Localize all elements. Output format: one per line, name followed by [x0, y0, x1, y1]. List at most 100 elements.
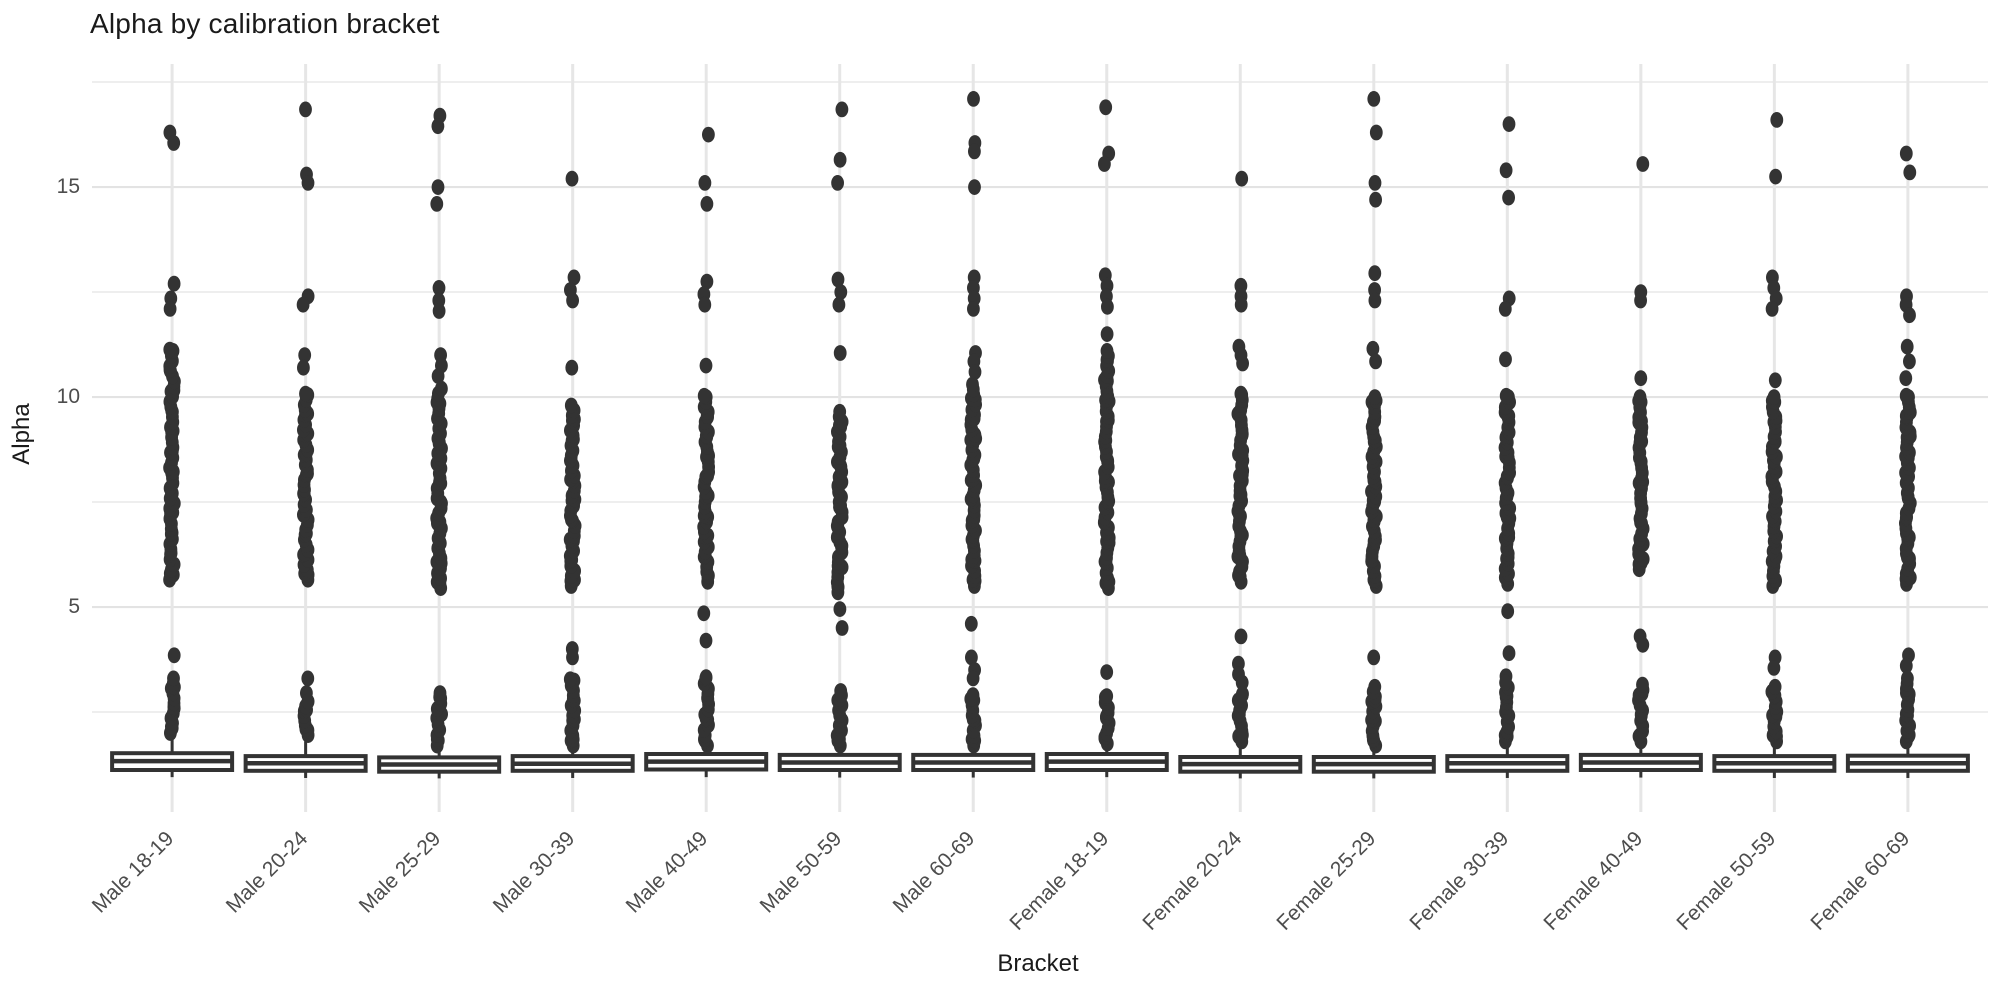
outlier-point — [1100, 664, 1114, 680]
outlier-point — [1499, 351, 1512, 368]
outlier-point — [832, 296, 846, 313]
outlier-point — [1634, 292, 1647, 309]
outlier-point — [1502, 645, 1516, 662]
outlier-point — [1100, 326, 1114, 342]
outlier-point — [1366, 340, 1380, 357]
outlier-point — [430, 196, 444, 212]
outlier-point — [163, 341, 177, 358]
outlier-point — [565, 170, 579, 187]
outlier-point — [1368, 292, 1382, 309]
outlier-point — [697, 605, 711, 622]
outlier-point — [1634, 370, 1648, 387]
outlier-point — [702, 126, 715, 143]
y-tick-label: 10 — [56, 385, 80, 409]
outlier-point — [700, 273, 714, 290]
outlier-point — [564, 397, 578, 414]
outlier-point — [698, 296, 712, 313]
outlier-point — [1498, 301, 1512, 317]
outlier-point — [699, 632, 713, 649]
outlier-point — [1234, 296, 1248, 313]
outlier-point — [1901, 670, 1914, 687]
outlier-point — [299, 101, 312, 118]
outlier-point — [1899, 145, 1913, 162]
outlier-point — [298, 347, 312, 363]
outlier-point — [1903, 164, 1917, 181]
outlier-point — [1235, 674, 1249, 691]
outlier-point — [833, 151, 847, 168]
outlier-point — [831, 271, 845, 288]
outlier-point — [167, 670, 180, 687]
y-tick-label: 5 — [68, 595, 80, 619]
outlier-point — [1768, 678, 1782, 695]
outlier-point — [968, 179, 981, 196]
outlier-point — [699, 357, 713, 374]
outlier-point — [167, 647, 181, 664]
outlier-point — [1767, 660, 1781, 676]
outlier-point — [1100, 343, 1114, 359]
outlier-point — [1769, 168, 1782, 185]
outlier-point — [431, 368, 445, 384]
outlier-point — [1636, 636, 1650, 653]
outlier-point — [1369, 124, 1383, 141]
outlier-point — [301, 175, 315, 191]
outlier-point — [833, 345, 847, 361]
outlier-point — [167, 275, 181, 292]
outlier-point — [1368, 389, 1382, 405]
outlier-point — [563, 671, 577, 688]
outlier-point — [1502, 116, 1516, 132]
outlier-point — [301, 693, 315, 710]
outlier-point — [1235, 170, 1249, 187]
outlier-point — [1100, 688, 1114, 704]
outlier-point — [965, 649, 978, 666]
outlier-point — [1098, 156, 1111, 172]
outlier-point — [1499, 162, 1513, 179]
outlier-point — [1367, 91, 1381, 107]
outlier-point — [1099, 99, 1113, 116]
outlier-point — [1899, 387, 1913, 404]
outlier-point — [432, 280, 446, 296]
outlier-point — [1236, 355, 1249, 372]
outlier-point — [1768, 372, 1782, 389]
outlier-point — [1499, 674, 1512, 691]
outlier-point — [835, 101, 849, 118]
outlier-point — [697, 387, 711, 404]
x-axis-title: Bracket — [997, 950, 1079, 977]
outlier-point — [833, 601, 847, 617]
outlier-point — [966, 376, 979, 393]
outlier-point — [1899, 657, 1913, 674]
outlier-point — [1101, 298, 1114, 315]
outlier-point — [566, 292, 579, 309]
outlier-point — [1499, 387, 1513, 404]
outlier-point — [566, 649, 579, 666]
outlier-point — [432, 303, 446, 319]
outlier-point — [1899, 370, 1913, 387]
outlier-point — [1765, 301, 1779, 317]
y-tick-label: 15 — [56, 175, 80, 199]
outlier-point — [834, 284, 848, 300]
outlier-point — [431, 179, 445, 196]
outlier-point — [1234, 385, 1248, 402]
outlier-point — [1633, 389, 1647, 405]
outlier-point — [431, 118, 445, 135]
outlier-point — [1367, 649, 1381, 666]
outlier-point — [1368, 265, 1382, 282]
outlier-point — [1234, 628, 1248, 645]
outlier-point — [299, 385, 312, 402]
outlier-point — [1236, 686, 1249, 702]
outlier-point — [968, 364, 982, 380]
outlier-point — [1636, 676, 1649, 693]
outlier-point — [163, 301, 177, 317]
outlier-point — [700, 196, 714, 212]
outlier-point — [1369, 191, 1382, 208]
outlier-point — [1767, 389, 1781, 405]
outlier-point — [167, 135, 181, 151]
outlier-point — [964, 615, 978, 632]
outlier-point — [831, 175, 844, 191]
outlier-point — [567, 269, 581, 286]
outlier-point — [835, 620, 849, 636]
outlier-point — [1369, 353, 1382, 370]
outlier-point — [968, 143, 981, 160]
outlier-point — [435, 380, 448, 397]
outlier-point — [699, 669, 713, 686]
outlier-point — [966, 670, 980, 687]
